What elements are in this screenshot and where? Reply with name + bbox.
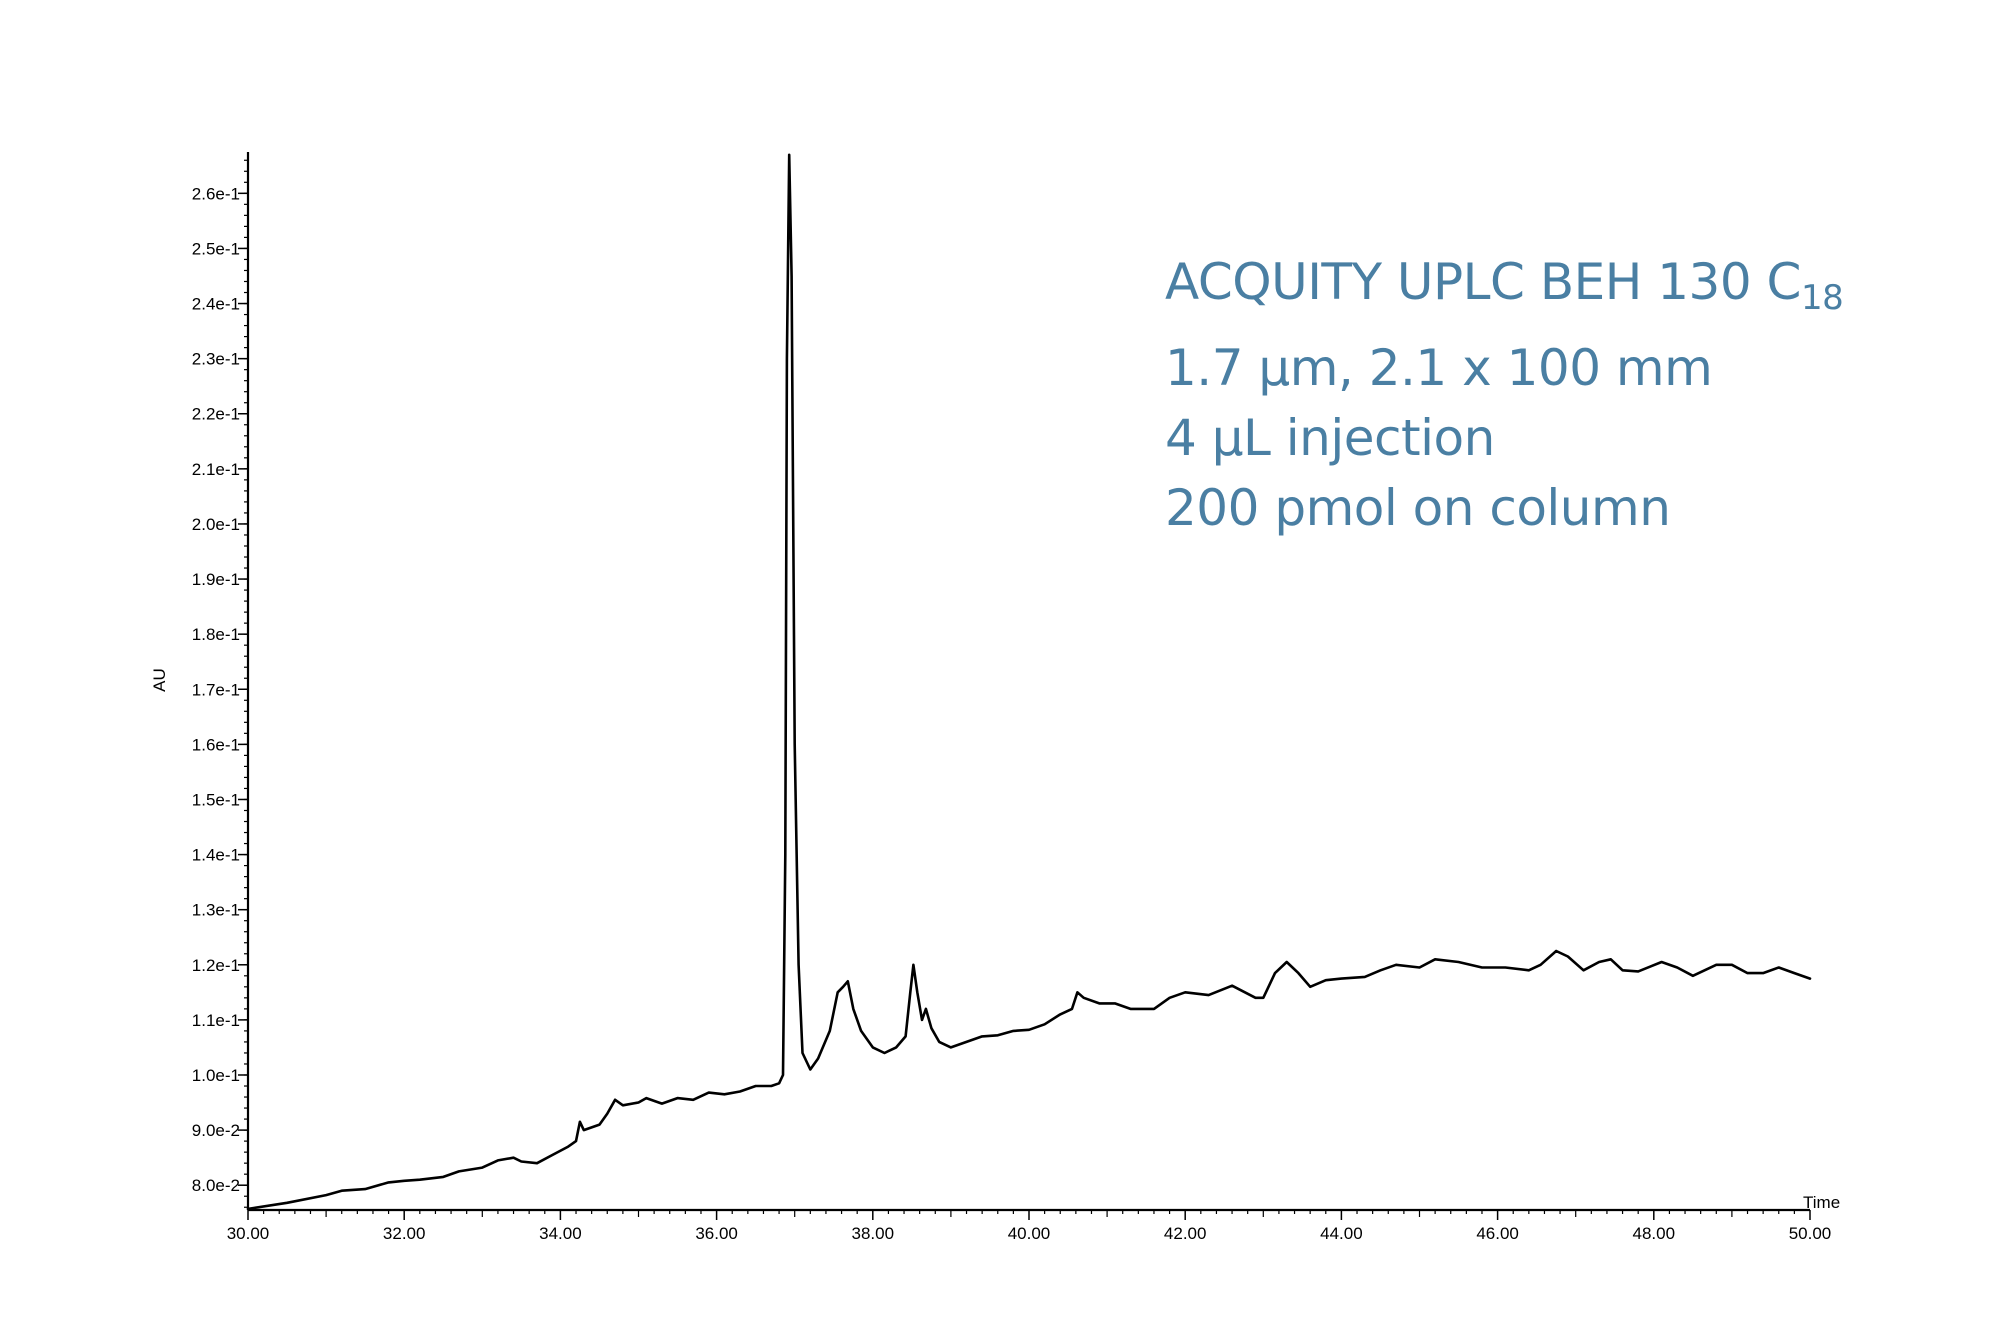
x-tick-label: 50.00 <box>1789 1224 1832 1243</box>
series-layer <box>246 153 1812 1211</box>
annotation-line-2: 1.7 µm, 2.1 x 100 mm <box>1165 339 1713 397</box>
annotation-subscript: 18 <box>1800 278 1844 318</box>
y-tick-label: 8.0e-2 <box>192 1176 240 1195</box>
x-tick-label: 48.00 <box>1633 1224 1676 1243</box>
x-tick-label: 36.00 <box>695 1224 738 1243</box>
x-tick-label: 44.00 <box>1320 1224 1363 1243</box>
x-tick-label: 38.00 <box>852 1224 895 1243</box>
y-tick-label: 2.0e-1 <box>192 515 240 534</box>
annotation-line-1: ACQUITY UPLC BEH 130 C18 <box>1165 247 1844 333</box>
y-tick-label: 2.2e-1 <box>192 405 240 424</box>
y-tick-label: 1.0e-1 <box>192 1066 240 1085</box>
y-tick-label: 2.3e-1 <box>192 350 240 369</box>
y-tick-label: 1.3e-1 <box>192 901 240 920</box>
x-tick-label: 42.00 <box>1164 1224 1207 1243</box>
y-tick-label: 1.4e-1 <box>192 846 240 865</box>
x-tick-label: 30.00 <box>227 1224 270 1243</box>
y-tick-label: 2.4e-1 <box>192 295 240 314</box>
annotation-line-3: 4 µL injection <box>1165 409 1495 467</box>
y-tick-label: 9.0e-2 <box>192 1121 240 1140</box>
chromatogram-trace <box>246 153 1812 1211</box>
y-axis-title: AU <box>150 668 169 692</box>
x-axis-title: Time <box>1803 1193 1840 1212</box>
annotation-column-name: ACQUITY UPLC BEH 130 C <box>1165 253 1801 311</box>
y-tick-label: 1.1e-1 <box>192 1011 240 1030</box>
y-tick-label: 2.5e-1 <box>192 239 240 258</box>
y-tick-label: 1.6e-1 <box>192 735 240 754</box>
annotation-line-4: 200 pmol on column <box>1165 479 1671 537</box>
x-tick-label: 40.00 <box>1008 1224 1051 1243</box>
y-tick-label: 1.2e-1 <box>192 956 240 975</box>
y-tick-label: 1.9e-1 <box>192 570 240 589</box>
column-annotation: ACQUITY UPLC BEH 130 C18 1.7 µm, 2.1 x 1… <box>1165 247 1844 543</box>
y-axis: 8.0e-2 9.0e-2 1.0e-1 1.1e-1 1.2e-1 1.3e-1 1.4e… <box>192 152 250 1210</box>
x-tick-label: 46.00 <box>1476 1224 1519 1243</box>
y-tick-label: 2.6e-1 <box>192 184 240 203</box>
x-tick-label: 34.00 <box>539 1224 582 1243</box>
x-tick-label: 32.00 <box>383 1224 426 1243</box>
y-tick-label: 1.7e-1 <box>192 680 240 699</box>
y-tick-label: 2.1e-1 <box>192 460 240 479</box>
y-tick-label: 1.5e-1 <box>192 790 240 809</box>
y-tick-label: 1.8e-1 <box>192 625 240 644</box>
x-axis: 30.00 32.00 34.00 36.00 38.00 40.00 42.00 44.00… <box>227 1208 1832 1243</box>
